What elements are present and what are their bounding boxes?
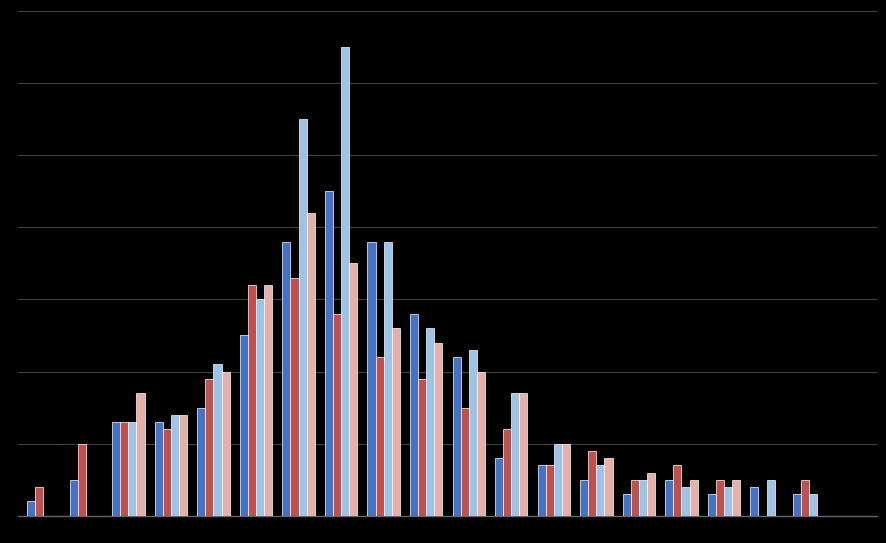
Bar bbox=[333, 314, 341, 516]
Bar bbox=[793, 494, 801, 516]
Bar bbox=[136, 393, 144, 516]
Bar bbox=[766, 480, 774, 516]
Bar bbox=[461, 408, 469, 516]
Bar bbox=[639, 480, 647, 516]
Bar bbox=[647, 472, 655, 516]
Bar bbox=[35, 487, 43, 516]
Bar bbox=[113, 422, 120, 516]
Bar bbox=[291, 278, 299, 516]
Bar bbox=[750, 487, 758, 516]
Bar bbox=[70, 480, 78, 516]
Bar bbox=[469, 350, 477, 516]
Bar bbox=[546, 465, 554, 516]
Bar bbox=[155, 422, 163, 516]
Bar bbox=[511, 393, 519, 516]
Bar bbox=[240, 336, 248, 516]
Bar bbox=[392, 329, 400, 516]
Bar bbox=[689, 480, 697, 516]
Bar bbox=[264, 285, 272, 516]
Bar bbox=[453, 357, 461, 516]
Bar bbox=[128, 422, 136, 516]
Bar bbox=[716, 480, 724, 516]
Bar bbox=[503, 430, 511, 516]
Bar bbox=[554, 444, 562, 516]
Bar bbox=[495, 458, 503, 516]
Bar bbox=[477, 371, 485, 516]
Bar bbox=[538, 465, 546, 516]
Bar bbox=[27, 501, 35, 516]
Bar bbox=[171, 415, 179, 516]
Bar bbox=[163, 430, 171, 516]
Bar bbox=[665, 480, 673, 516]
Bar bbox=[708, 494, 716, 516]
Bar bbox=[580, 480, 588, 516]
Bar bbox=[256, 299, 264, 516]
Bar bbox=[283, 242, 291, 516]
Bar bbox=[198, 408, 206, 516]
Bar bbox=[724, 487, 732, 516]
Bar bbox=[519, 393, 527, 516]
Bar bbox=[596, 465, 604, 516]
Bar bbox=[368, 242, 376, 516]
Bar bbox=[179, 415, 187, 516]
Bar bbox=[732, 480, 740, 516]
Bar bbox=[631, 480, 639, 516]
Bar bbox=[214, 364, 222, 516]
Bar bbox=[426, 329, 434, 516]
Bar bbox=[418, 379, 426, 516]
Bar bbox=[78, 444, 86, 516]
Bar bbox=[248, 285, 256, 516]
Bar bbox=[681, 487, 689, 516]
Bar bbox=[307, 213, 315, 516]
Bar bbox=[809, 494, 817, 516]
Bar bbox=[120, 422, 128, 516]
Bar bbox=[604, 458, 612, 516]
Bar bbox=[801, 480, 809, 516]
Bar bbox=[299, 119, 307, 516]
Bar bbox=[434, 343, 442, 516]
Bar bbox=[376, 357, 384, 516]
Bar bbox=[384, 242, 392, 516]
Bar bbox=[562, 444, 570, 516]
Bar bbox=[341, 47, 349, 516]
Bar bbox=[673, 465, 681, 516]
Bar bbox=[222, 371, 229, 516]
Bar bbox=[588, 451, 596, 516]
Bar bbox=[206, 379, 214, 516]
Bar bbox=[349, 263, 357, 516]
Bar bbox=[623, 494, 631, 516]
Bar bbox=[410, 314, 418, 516]
Bar bbox=[325, 191, 333, 516]
